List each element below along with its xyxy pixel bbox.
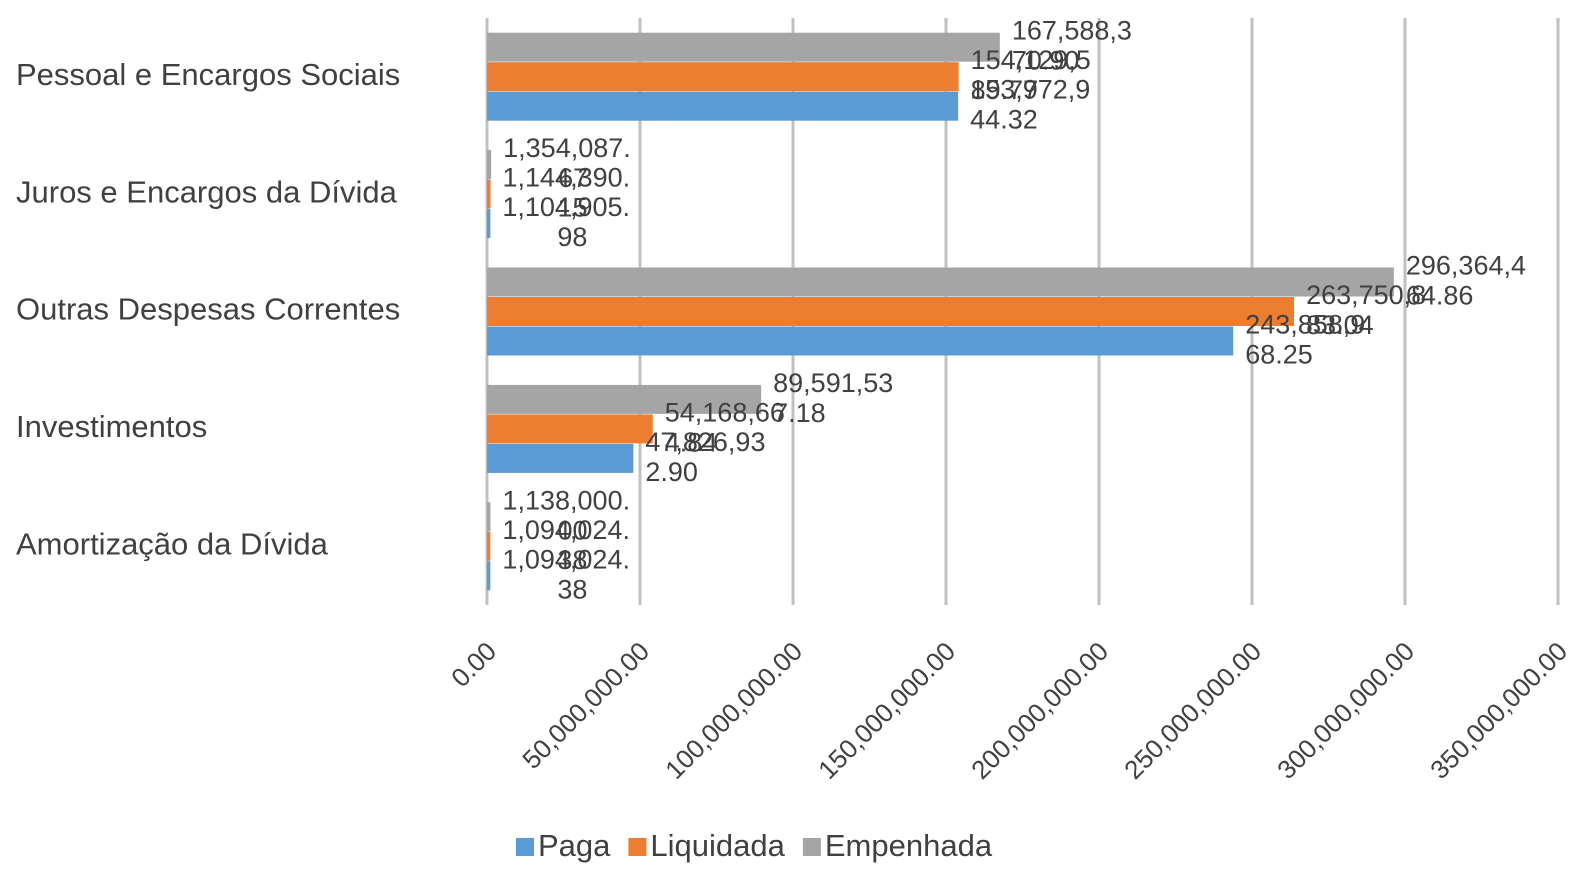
data-label: 1,144,390. 15: [503, 163, 631, 223]
data-label-line: 154,129,5: [971, 45, 1091, 75]
data-label-line: 38: [557, 545, 587, 575]
data-label-line: 1,144,390.: [503, 163, 631, 193]
data-label-line: 4.84: [665, 428, 718, 458]
bar: [487, 32, 1000, 62]
data-label-line: 98: [557, 222, 587, 252]
bar: [487, 384, 762, 414]
data-label-line: 70.90: [1012, 46, 1080, 76]
bar: [487, 267, 1394, 297]
data-label: 296,364,4 64.86: [1406, 251, 1526, 311]
bar: [487, 209, 491, 239]
bar: [487, 531, 491, 561]
x-tick-label: 0.00: [445, 636, 502, 693]
data-label: 1,094,024. 38: [502, 544, 630, 604]
data-label-line: 1,138,000.: [502, 485, 630, 515]
data-label-line: 64.86: [1406, 281, 1474, 311]
x-tick-label: 200,000,000.00: [965, 636, 1114, 785]
data-label: 1,094,024. 38: [502, 515, 630, 575]
legend-label: Empenhada: [825, 828, 993, 863]
data-label-line: 7.18: [773, 398, 826, 428]
data-label-line: 15: [558, 193, 588, 223]
data-label-line: 167,588,3: [1012, 16, 1132, 46]
x-tick-label: 150,000,000.00: [812, 636, 961, 785]
data-label-line: 67: [558, 163, 588, 193]
x-tick-label: 250,000,000.00: [1118, 636, 1267, 785]
data-label-line: 38: [557, 574, 587, 604]
data-label-line: 44.32: [970, 105, 1038, 135]
category-label: Juros e Encargos da Dívida: [16, 174, 398, 209]
data-label-line: 47,826,93: [645, 427, 765, 457]
bar: [487, 561, 491, 591]
legend-swatch: [516, 838, 534, 856]
bar: [487, 297, 1295, 326]
data-label-line: 153,972,9: [970, 75, 1090, 105]
data-label-line: 00: [557, 515, 587, 545]
data-label: 47,826,93 2.90: [645, 427, 765, 487]
data-label-line: 1,094,024.: [502, 544, 630, 574]
data-label-line: 54,168,66: [665, 398, 785, 428]
bar: [487, 443, 634, 473]
data-label-line: 2.90: [645, 457, 698, 487]
bar: [487, 91, 959, 121]
data-label-line: 1,354,087.: [503, 133, 631, 163]
data-label: 1,104,905. 98: [502, 192, 630, 252]
data-label: 89,591,53 7.18: [773, 368, 893, 428]
data-label-line: 83.04: [1306, 310, 1374, 340]
bar: [487, 150, 492, 180]
bar: [487, 326, 1234, 356]
legend-swatch: [802, 838, 821, 856]
data-label-line: 1,104,905.: [502, 192, 630, 222]
data-label-line: 243,858,9: [1245, 310, 1365, 340]
data-label: 1,354,087. 67: [503, 133, 631, 193]
x-tick-label: 350,000,000.00: [1424, 636, 1573, 785]
category-label: Outras Despesas Correntes: [16, 292, 400, 327]
data-label: 153,972,9 44.32: [970, 75, 1090, 135]
data-label-line: 1,094,024.: [502, 515, 630, 545]
data-label: 263,750,8 83.04: [1306, 280, 1426, 340]
legend-swatch: [628, 838, 647, 856]
data-label-line: 68.25: [1245, 340, 1313, 370]
data-label-line: 89.77: [971, 75, 1039, 105]
bar: [487, 414, 653, 444]
legend-label: Paga: [538, 828, 611, 863]
data-label-line: 89,591,53: [773, 368, 893, 398]
data-label-line: 296,364,4: [1406, 251, 1526, 281]
data-label: 167,588,3 70.90: [1012, 16, 1132, 76]
x-tick-label: 100,000,000.00: [659, 636, 808, 785]
category-label: Pessoal e Encargos Sociais: [16, 57, 400, 92]
data-label-line: 263,750,8: [1306, 280, 1426, 310]
data-label: 243,858,9 68.25: [1245, 310, 1365, 370]
data-label: 1,138,000. 00: [502, 485, 630, 545]
bar: [487, 502, 491, 532]
legend-label: Liquidada: [650, 828, 785, 863]
x-tick-label: 300,000,000.00: [1271, 636, 1420, 785]
data-label: 154,129,5 89.77: [971, 45, 1091, 105]
data-label: 54,168,66 4.84: [665, 398, 785, 458]
category-label: Amortização da Dívida: [16, 526, 329, 561]
bar: [487, 179, 491, 209]
bar: [487, 62, 959, 92]
x-tick-label: 50,000,000.00: [516, 636, 655, 775]
category-label: Investimentos: [16, 409, 207, 444]
